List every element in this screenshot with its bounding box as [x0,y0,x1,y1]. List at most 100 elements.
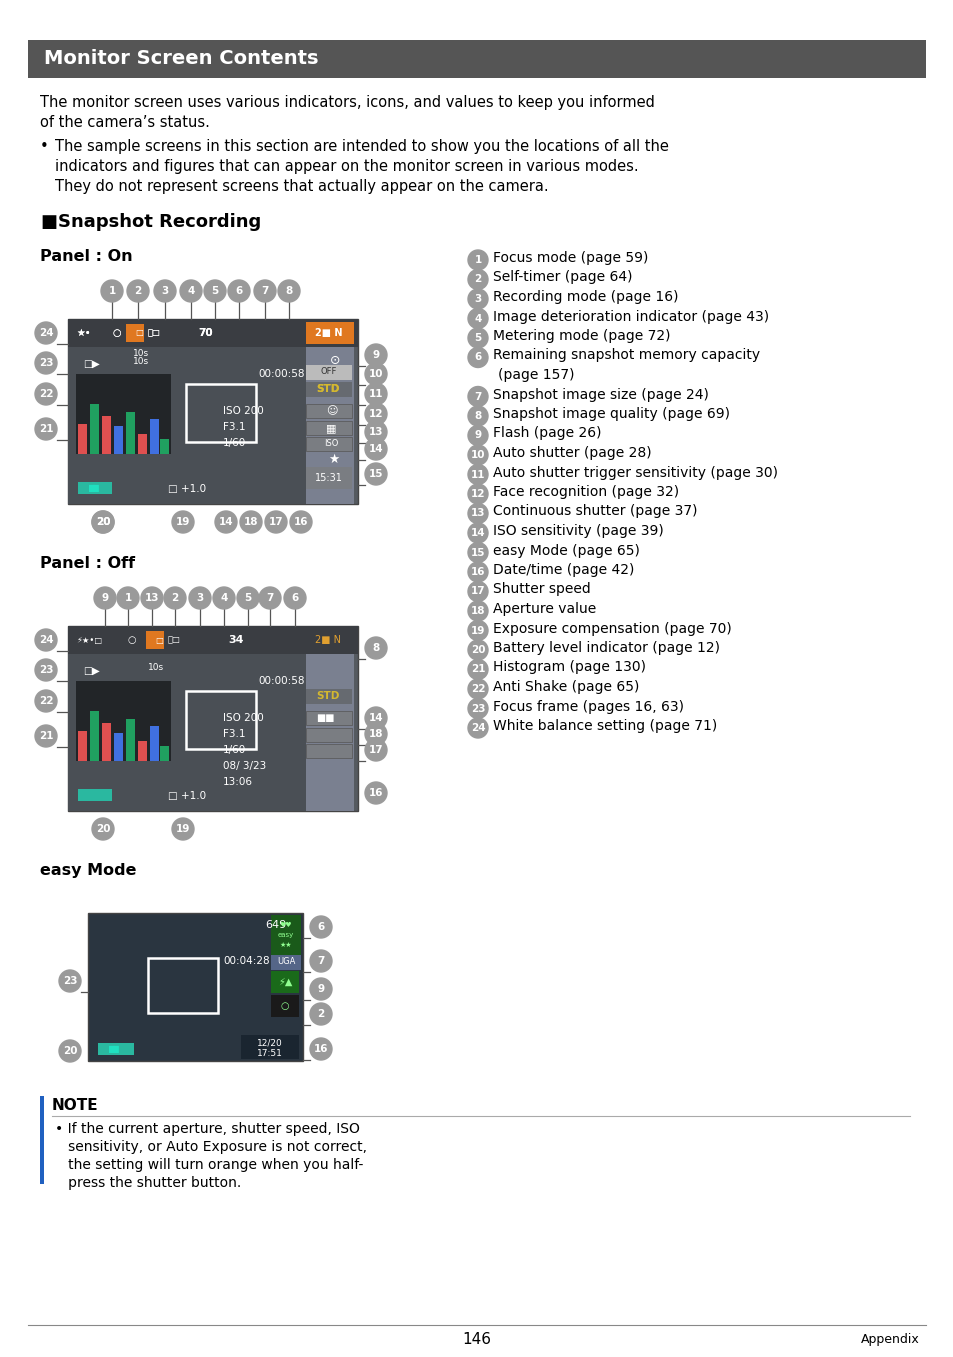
Text: ★•: ★• [76,328,91,338]
Bar [150,726,159,761]
Circle shape [236,588,258,609]
Circle shape [284,588,306,609]
Text: 18: 18 [369,729,383,740]
Circle shape [468,678,488,699]
Bar [126,324,144,342]
Text: 17: 17 [470,586,485,597]
Bar [146,631,164,649]
Circle shape [365,421,387,442]
Circle shape [365,403,387,425]
Text: The sample screens in this section are intended to show you the locations of all: The sample screens in this section are i… [55,138,668,153]
Circle shape [365,463,387,484]
Circle shape [91,512,113,533]
Bar [306,630,354,651]
Text: □: □ [135,328,143,338]
Text: 8: 8 [372,643,379,653]
Text: Date/time (page 42): Date/time (page 42) [493,563,634,577]
Circle shape [468,718,488,738]
Text: 19: 19 [471,626,485,635]
Text: 1/60: 1/60 [223,745,246,754]
Circle shape [180,280,202,303]
Bar [306,689,352,704]
Bar [138,741,147,761]
Text: 14: 14 [368,444,383,455]
Circle shape [468,347,488,368]
Text: 13: 13 [369,427,383,437]
Text: 22: 22 [39,389,53,399]
Circle shape [91,818,113,840]
Text: STD: STD [315,384,339,394]
Text: Auto shutter trigger sensitivity (page 30): Auto shutter trigger sensitivity (page 3… [493,465,778,479]
Circle shape [468,250,488,270]
Circle shape [468,484,488,503]
Text: 16: 16 [314,1044,328,1054]
Text: White balance setting (page 71): White balance setting (page 71) [493,719,717,733]
Text: 00:00:58: 00:00:58 [257,369,304,379]
Circle shape [35,383,57,404]
Bar [306,421,352,436]
Circle shape [310,1038,332,1060]
Bar [90,404,99,455]
Text: Snapshot Recording: Snapshot Recording [58,213,261,231]
Bar [126,324,144,342]
Text: Focus mode (page 59): Focus mode (page 59) [493,251,648,265]
Text: 4: 4 [220,593,228,603]
Text: 9: 9 [317,984,324,993]
Text: easy: easy [277,932,294,938]
Text: Anti Shake (page 65): Anti Shake (page 65) [493,680,639,693]
Text: ▦: ▦ [326,423,336,433]
Circle shape [94,588,116,609]
Text: 20: 20 [95,517,111,527]
Bar [306,322,354,345]
Text: 17: 17 [368,745,383,754]
Circle shape [468,289,488,309]
Circle shape [468,328,488,347]
Circle shape [365,383,387,404]
Text: 20: 20 [470,645,485,655]
Circle shape [468,387,488,407]
Bar [148,958,218,1012]
Circle shape [213,588,234,609]
Circle shape [35,689,57,712]
Text: OFF: OFF [320,368,336,376]
Bar [306,383,352,398]
Text: 70: 70 [198,328,213,338]
Bar [76,681,171,761]
Text: □▶: □▶ [83,666,100,676]
Text: 15: 15 [470,547,485,558]
Text: ██: ██ [88,484,99,491]
Text: 00:00:58: 00:00:58 [257,676,304,687]
Text: Exposure compensation (page 70): Exposure compensation (page 70) [493,622,731,635]
Text: Panel : Off: Panel : Off [40,556,135,571]
Bar [68,319,306,347]
Text: 7: 7 [266,593,274,603]
Text: 7: 7 [317,955,324,966]
Text: □: □ [154,635,163,645]
Circle shape [468,522,488,543]
Text: 10s: 10s [132,350,149,358]
Text: 23: 23 [470,703,485,714]
Bar [78,731,87,761]
Text: ISO sensitivity (page 39): ISO sensitivity (page 39) [493,524,663,537]
Text: (page 157): (page 157) [497,368,574,383]
Text: 12: 12 [369,408,383,419]
Circle shape [468,464,488,484]
Circle shape [101,280,123,303]
Text: 20: 20 [95,824,111,835]
Circle shape [91,512,113,533]
Text: Histogram (page 130): Histogram (page 130) [493,661,645,674]
Circle shape [468,543,488,563]
Circle shape [468,562,488,582]
Circle shape [290,512,312,533]
Text: 5: 5 [474,332,481,343]
Bar [126,413,135,455]
Text: ○: ○ [112,328,121,338]
Bar [138,434,147,455]
Circle shape [310,1003,332,1025]
Text: 9: 9 [101,593,109,603]
Bar [68,654,306,811]
Text: 12: 12 [470,489,485,499]
Bar [271,995,298,1016]
Text: ★★: ★★ [279,942,292,949]
Text: ○: ○ [280,1001,289,1011]
